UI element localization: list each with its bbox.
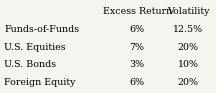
Text: 12.5%: 12.5%: [173, 25, 203, 34]
Text: Excess Return: Excess Return: [103, 7, 172, 16]
Text: 6%: 6%: [130, 78, 145, 87]
Text: U.S. Bonds: U.S. Bonds: [4, 60, 56, 69]
Text: 20%: 20%: [177, 43, 199, 52]
Text: Funds-of-Funds: Funds-of-Funds: [4, 25, 79, 34]
Text: Volatility: Volatility: [167, 7, 209, 16]
Text: 3%: 3%: [130, 60, 145, 69]
Text: 6%: 6%: [130, 25, 145, 34]
Text: Foreign Equity: Foreign Equity: [4, 78, 76, 87]
Text: 7%: 7%: [130, 43, 145, 52]
Text: U.S. Equities: U.S. Equities: [4, 43, 66, 52]
Text: 20%: 20%: [177, 78, 199, 87]
Text: 10%: 10%: [177, 60, 199, 69]
